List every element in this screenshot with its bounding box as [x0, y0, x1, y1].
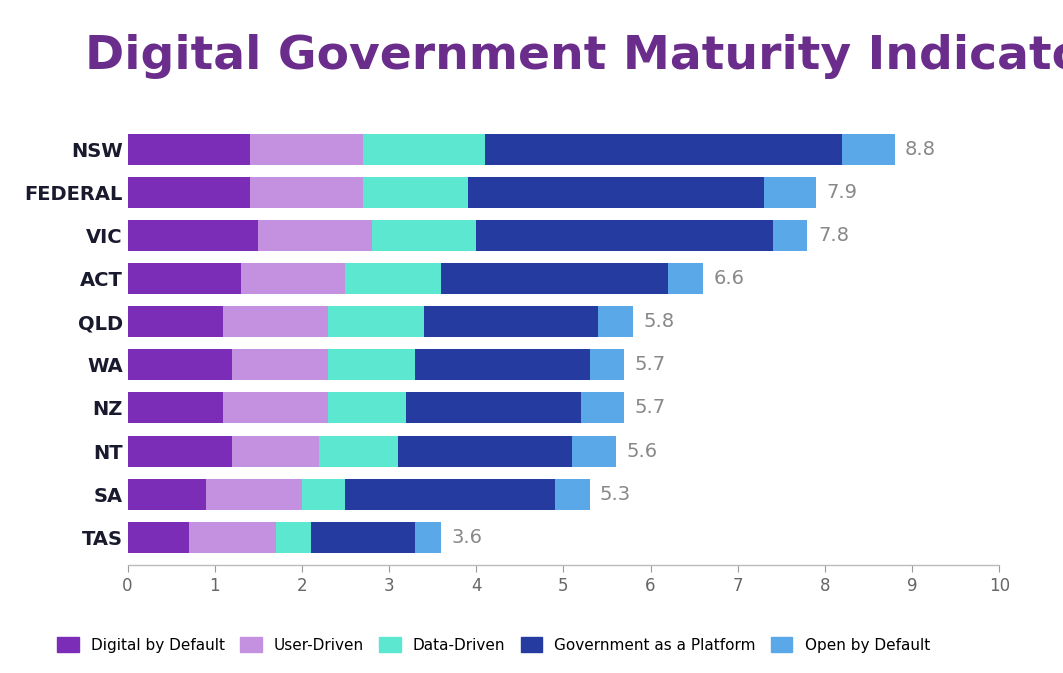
Bar [572, 435, 615, 466]
Bar [128, 177, 250, 208]
Bar [773, 220, 808, 251]
Bar [580, 392, 624, 423]
Bar [476, 220, 773, 251]
Text: 3.6: 3.6 [452, 528, 483, 546]
Text: 7.8: 7.8 [817, 226, 849, 245]
Bar [485, 134, 842, 165]
Text: 7.9: 7.9 [827, 183, 858, 202]
Bar [310, 522, 416, 553]
Text: 5.7: 5.7 [635, 355, 667, 374]
Bar [250, 177, 362, 208]
Bar [128, 392, 223, 423]
Bar [441, 263, 668, 294]
Bar [250, 134, 362, 165]
Bar [668, 263, 703, 294]
Text: 5.7: 5.7 [635, 398, 667, 417]
Bar [128, 522, 188, 553]
Bar [416, 522, 441, 553]
Bar [764, 177, 816, 208]
Bar [258, 220, 372, 251]
Bar [362, 134, 485, 165]
Bar [232, 349, 328, 380]
Bar [424, 306, 598, 337]
Bar [362, 177, 468, 208]
Bar [328, 392, 406, 423]
Legend: Digital by Default, User-Driven, Data-Driven, Government as a Platform, Open by : Digital by Default, User-Driven, Data-Dr… [51, 631, 937, 659]
Bar [206, 479, 302, 509]
Bar [232, 435, 319, 466]
Text: 5.8: 5.8 [643, 312, 675, 331]
Bar [468, 177, 764, 208]
Bar [328, 349, 416, 380]
Text: 6.6: 6.6 [713, 269, 744, 288]
Bar [128, 263, 241, 294]
Bar [128, 479, 206, 509]
Bar [398, 435, 572, 466]
Bar [345, 263, 441, 294]
Bar [241, 263, 345, 294]
Bar [188, 522, 275, 553]
Bar [555, 479, 590, 509]
Bar [598, 306, 634, 337]
Bar [302, 479, 345, 509]
Bar [319, 435, 398, 466]
Bar [416, 349, 590, 380]
Bar [223, 392, 328, 423]
Bar [590, 349, 624, 380]
Bar [128, 306, 223, 337]
Text: Digital Government Maturity Indicator 2023: Digital Government Maturity Indicator 20… [85, 34, 1063, 79]
Bar [345, 479, 555, 509]
Bar [406, 392, 580, 423]
Bar [328, 306, 424, 337]
Bar [128, 435, 232, 466]
Bar [128, 134, 250, 165]
Bar [275, 522, 310, 553]
Bar [223, 306, 328, 337]
Text: 8.8: 8.8 [905, 140, 937, 159]
Bar [128, 220, 258, 251]
Bar [842, 134, 895, 165]
Bar [372, 220, 476, 251]
Bar [128, 349, 232, 380]
Text: 5.6: 5.6 [626, 441, 657, 460]
Text: 5.3: 5.3 [600, 485, 631, 503]
